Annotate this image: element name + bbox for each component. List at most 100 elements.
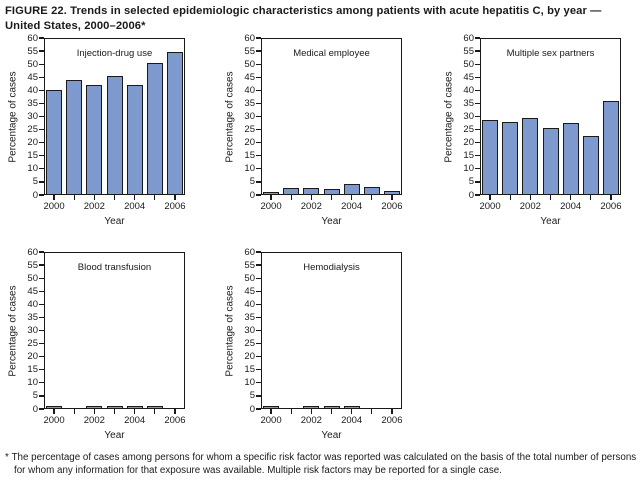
y-tick xyxy=(39,264,44,266)
bar xyxy=(542,128,559,195)
y-tick-label: 30 xyxy=(463,111,474,122)
y-axis-label: Percentage of cases xyxy=(7,70,19,163)
bar xyxy=(303,187,320,195)
y-tick-label: 25 xyxy=(27,338,38,350)
bar xyxy=(383,190,400,195)
x-axis-label: Year xyxy=(540,216,561,227)
y-tick-label: 55 xyxy=(27,259,38,271)
bar xyxy=(562,123,579,195)
x-tick xyxy=(290,195,292,200)
y-tick xyxy=(256,128,261,131)
chart-hemodialysis: Hemodialysis 0 5 10 15 20 25 30 35 40 45 50 55 60 2000… xyxy=(219,247,425,459)
y-tick-label: 45 xyxy=(27,285,38,297)
y-tick xyxy=(256,290,261,292)
x-tick xyxy=(113,409,116,414)
figure-title: FIGURE 22. Trends in selected epidemiolo… xyxy=(5,5,602,32)
x-tick xyxy=(371,195,373,200)
y-tick-label: 60 xyxy=(463,32,474,44)
y-tick-label: 5 xyxy=(32,176,38,188)
y-tick-label: 20 xyxy=(463,137,474,149)
y-tick xyxy=(39,76,44,78)
y-tick-label: 50 xyxy=(244,58,255,70)
y-tick-label: 35 xyxy=(27,311,38,323)
x-tick xyxy=(590,195,592,200)
x-tick xyxy=(154,409,156,414)
y-tick xyxy=(475,102,480,104)
footnote-text: The percentage of cases among persons fo… xyxy=(11,452,637,476)
x-tick-label: 2002 xyxy=(83,201,105,212)
x-tick xyxy=(610,195,612,200)
chart-title: Medical employee xyxy=(293,48,370,59)
y-tick-label: 25 xyxy=(244,338,255,350)
x-tick-label: 2004 xyxy=(341,201,363,212)
y-tick xyxy=(256,181,261,183)
y-tick-label: 30 xyxy=(244,325,255,336)
y-tick xyxy=(39,277,44,279)
bar xyxy=(166,52,183,195)
x-tick xyxy=(549,195,552,200)
y-tick-label: 10 xyxy=(244,377,255,389)
y-tick xyxy=(39,37,44,39)
x-tick-label: 2002 xyxy=(300,415,322,426)
bar xyxy=(283,187,300,195)
y-tick xyxy=(475,37,480,39)
x-tick-label: 2000 xyxy=(43,415,65,426)
y-tick xyxy=(39,329,44,332)
y-tick-label: 30 xyxy=(27,325,38,336)
y-tick-label: 5 xyxy=(468,176,474,188)
bar xyxy=(303,406,320,409)
chart-medical-employee: Medical employee 0 5 10 15 20 25 30 35 40 45 50 55 60… xyxy=(219,33,425,245)
y-tick-label: 25 xyxy=(463,124,474,136)
y-tick-label: 55 xyxy=(244,45,255,57)
y-tick xyxy=(256,264,261,266)
bar xyxy=(106,406,123,409)
bar xyxy=(46,406,63,409)
bar xyxy=(106,75,123,195)
y-tick-label: 60 xyxy=(244,246,255,258)
x-tick-label: 2004 xyxy=(560,201,582,212)
y-tick-label: 35 xyxy=(463,97,474,109)
y-tick xyxy=(475,168,480,170)
x-axis-label: Year xyxy=(104,430,125,441)
y-tick-label: 50 xyxy=(244,272,255,284)
y-tick-label: 45 xyxy=(27,71,38,83)
y-tick xyxy=(256,102,261,104)
x-tick-label: 2000 xyxy=(43,201,65,212)
bar xyxy=(263,192,280,195)
y-tick-label: 50 xyxy=(27,272,38,284)
bar xyxy=(482,120,499,195)
x-tick xyxy=(529,195,531,200)
y-tick-label: 5 xyxy=(32,390,38,402)
y-tick-label: 20 xyxy=(27,137,38,149)
y-tick xyxy=(256,155,261,157)
y-tick-label: 15 xyxy=(27,150,38,162)
bar xyxy=(343,406,360,409)
bar xyxy=(522,117,539,195)
x-tick xyxy=(570,195,572,200)
y-tick-label: 45 xyxy=(244,285,255,297)
x-axis-label: Year xyxy=(104,216,125,227)
x-tick xyxy=(113,195,116,200)
bar xyxy=(146,406,163,409)
x-tick xyxy=(391,409,393,414)
y-tick xyxy=(39,168,44,170)
chart-title: Injection-drug use xyxy=(76,48,153,59)
y-tick xyxy=(39,251,44,253)
y-tick xyxy=(39,50,44,52)
x-tick xyxy=(53,195,55,200)
y-tick-label: 40 xyxy=(27,84,38,96)
y-tick-label: 55 xyxy=(27,45,38,57)
y-tick-label: 15 xyxy=(244,364,255,376)
bar xyxy=(323,405,340,409)
y-tick-label: 45 xyxy=(244,71,255,83)
y-tick-label: 25 xyxy=(244,124,255,136)
y-tick xyxy=(475,194,480,196)
y-tick xyxy=(256,342,261,345)
y-tick-label: 10 xyxy=(27,377,38,389)
y-tick xyxy=(39,142,44,144)
y-tick xyxy=(39,316,44,318)
x-tick-label: 2004 xyxy=(124,201,146,212)
y-tick-label: 20 xyxy=(244,137,255,149)
bar xyxy=(126,85,143,195)
y-tick-label: 45 xyxy=(463,71,474,83)
